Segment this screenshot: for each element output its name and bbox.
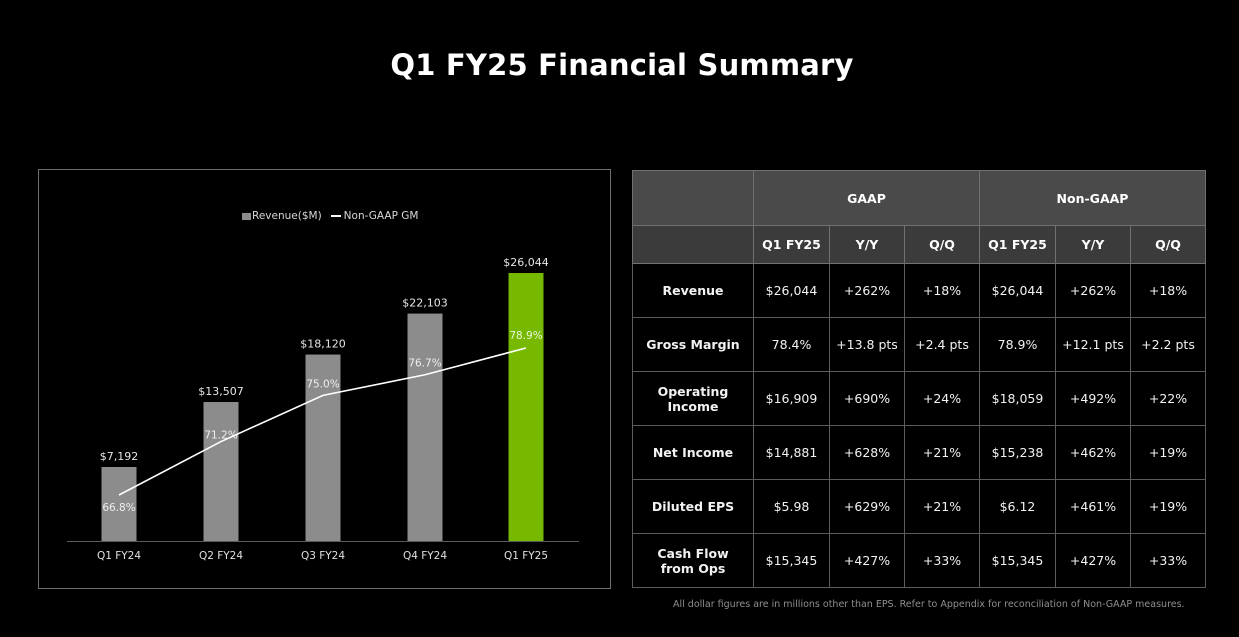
table-body: Revenue $26,044 +262% +18% $26,044 +262% +18% G…	[632, 263, 1206, 588]
legend-bar-swatch	[242, 212, 251, 220]
table-cell: $5.98	[753, 479, 830, 534]
table-row: Gross Margin 78.4% +13.8 pts +2.4 pts 78.9% +…	[632, 317, 1206, 372]
group-header-gaap: GAAP	[753, 170, 980, 226]
revenue-bar	[101, 466, 137, 541]
table-cell: $15,238	[979, 425, 1056, 480]
legend-line-swatch	[330, 215, 341, 217]
row-label-net-income: Net Income	[632, 425, 754, 480]
table-cell: +24%	[904, 371, 980, 426]
revenue-bar	[305, 354, 341, 541]
x-tick-label: Q2 FY24	[199, 550, 243, 562]
row-label-diluted-eps: Diluted EPS	[632, 479, 754, 534]
x-tick-label: Q1 FY24	[97, 550, 141, 562]
table-cell: +2.4 pts	[904, 317, 980, 372]
legend-revenue-label: Revenue($M)	[252, 210, 322, 222]
table-row: Operating Income $16,909 +690% +24% $18,059 +4…	[632, 371, 1206, 426]
table-cell: +13.8 pts	[829, 317, 905, 372]
table-cell: +18%	[904, 263, 980, 318]
table-cell: $6.12	[979, 479, 1056, 534]
table-cell: 78.4%	[753, 317, 830, 372]
table-cell: $26,044	[753, 263, 830, 318]
revenue-chart: Revenue($M) Non-GAAP GM $7,192 Q1 FY24 $13…	[38, 169, 611, 589]
revenue-bar	[407, 313, 443, 541]
revenue-bar	[508, 273, 544, 541]
table-cell: $15,345	[979, 533, 1056, 588]
table-cell: +427%	[829, 533, 905, 588]
table-cell: $16,909	[753, 371, 830, 426]
table-cell: +492%	[1055, 371, 1131, 426]
table-cell: +33%	[1130, 533, 1206, 588]
chart-legend: Revenue($M) Non-GAAP GM	[242, 210, 418, 222]
bar-value-label: $18,120	[300, 338, 346, 351]
table-cell: $26,044	[979, 263, 1056, 318]
table-cell: +12.1 pts	[1055, 317, 1131, 372]
table-cell: $14,881	[753, 425, 830, 480]
table-cell: +462%	[1055, 425, 1131, 480]
subheader-nongaap-quarter: Q1 FY25	[979, 225, 1056, 264]
table-cell: $15,345	[753, 533, 830, 588]
table-cell: 78.9%	[979, 317, 1056, 372]
subheader-gaap-quarter: Q1 FY25	[753, 225, 830, 264]
table-cell: +427%	[1055, 533, 1131, 588]
subheader-nongaap-qq: Q/Q	[1130, 225, 1206, 264]
table-row: Net Income $14,881 +628% +21% $15,238 +462% +1…	[632, 425, 1206, 480]
gm-line	[118, 347, 527, 496]
table-cell: +22%	[1130, 371, 1206, 426]
gm-value-label: 71.2%	[204, 430, 237, 442]
table-cell: +690%	[829, 371, 905, 426]
table-cell: +262%	[1055, 263, 1131, 318]
gm-value-label: 66.8%	[102, 502, 135, 514]
x-tick-label: Q3 FY24	[301, 550, 345, 562]
table-cell: +19%	[1130, 425, 1206, 480]
row-label-cash-flow: Cash Flow from Ops	[632, 533, 754, 588]
table-cell: +21%	[904, 425, 980, 480]
table-cell: +461%	[1055, 479, 1131, 534]
table-row: Diluted EPS $5.98 +629% +21% $6.12 +461% +19%	[632, 479, 1206, 534]
group-header-nongaap: Non-GAAP	[979, 170, 1206, 226]
table-cell: $18,059	[979, 371, 1056, 426]
bar-value-label: $26,044	[503, 256, 549, 269]
bar-value-label: $7,192	[100, 450, 139, 463]
x-tick-label: Q4 FY24	[403, 550, 447, 562]
x-tick-label: Q1 FY25	[504, 550, 548, 562]
table-cell: +628%	[829, 425, 905, 480]
subheader-gaap-qq: Q/Q	[904, 225, 980, 264]
subheader-gaap-yy: Y/Y	[829, 225, 905, 264]
footnote: All dollar figures are in millions other…	[673, 599, 1185, 610]
table-cell: +2.2 pts	[1130, 317, 1206, 372]
subheader-nongaap-yy: Y/Y	[1055, 225, 1131, 264]
table-cell: +629%	[829, 479, 905, 534]
gm-value-label: 75.0%	[306, 378, 339, 390]
subheader-blank	[632, 225, 754, 264]
gm-value-label: 76.7%	[408, 358, 441, 370]
row-label-operating-income: Operating Income	[632, 371, 754, 426]
row-label-gross-margin: Gross Margin	[632, 317, 754, 372]
table-cell: +21%	[904, 479, 980, 534]
table-cell: +18%	[1130, 263, 1206, 318]
table-row: Cash Flow from Ops $15,345 +427% +33% $15,345…	[632, 533, 1206, 588]
revenue-bar	[203, 402, 239, 541]
bar-value-label: $13,507	[198, 385, 244, 398]
legend-gm-label: Non-GAAP GM	[343, 210, 419, 222]
financial-table: GAAP Non-GAAP Q1 FY25 Y/Y Q/Q Q1 FY25 Y/…	[632, 170, 1206, 588]
table-cell: +19%	[1130, 479, 1206, 534]
gm-value-label: 78.9%	[509, 330, 542, 342]
table-cell: +33%	[904, 533, 980, 588]
table-cell: +262%	[829, 263, 905, 318]
chart-plot: $7,192 Q1 FY24 $13,507 Q2 FY24 $18,120 Q3 FY2…	[67, 256, 579, 562]
bar-value-label: $22,103	[402, 297, 448, 310]
row-label-revenue: Revenue	[632, 263, 754, 318]
header-blank	[632, 170, 754, 226]
page-title: Q1 FY25 Financial Summary	[390, 48, 854, 82]
table-row: Revenue $26,044 +262% +18% $26,044 +262% +18%	[632, 263, 1206, 318]
